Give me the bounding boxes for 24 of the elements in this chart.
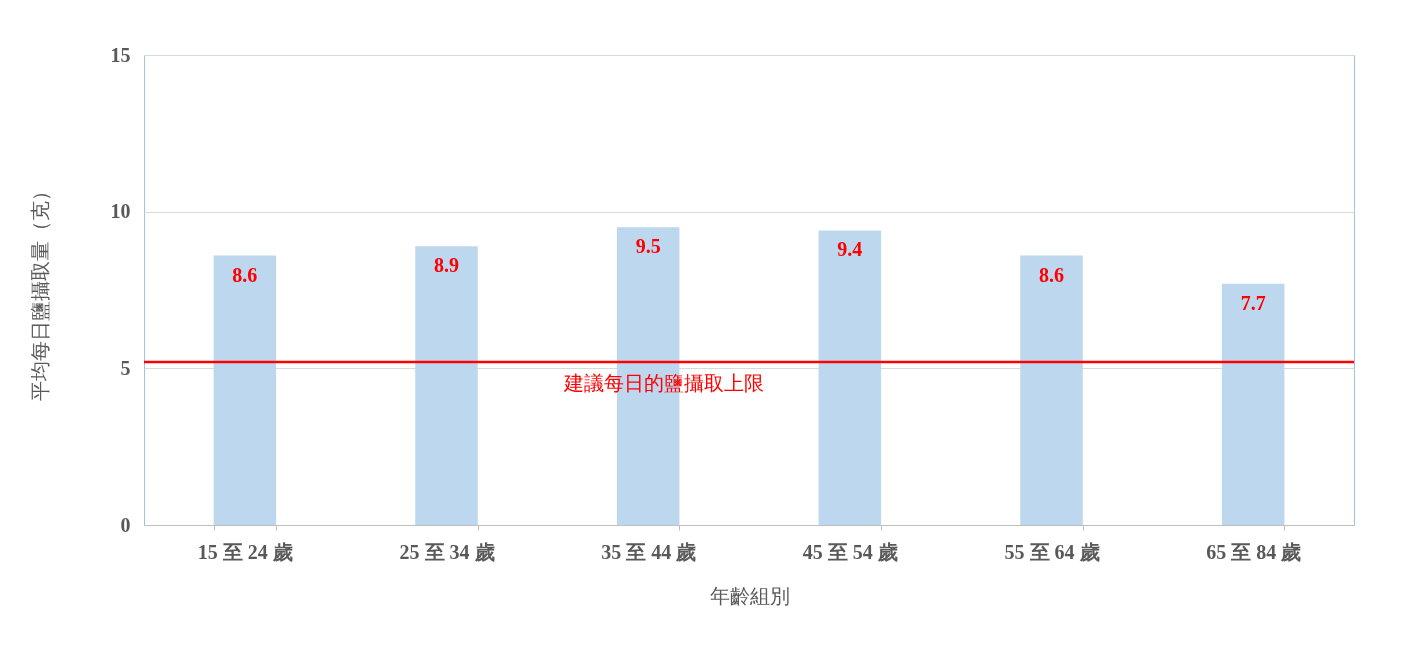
data-label: 9.5 [635,235,661,258]
y-tick-label: 10 [110,200,131,223]
x-tick-label: 15 至 24 歲 [197,540,293,563]
bar [213,255,277,525]
y-tick-label: 5 [120,356,131,379]
bar [415,246,478,525]
bar [1221,283,1285,525]
x-tick-label: 55 至 64 歲 [1004,540,1100,563]
y-tick-label: 0 [120,513,131,536]
ref-line-label: 建議每日的鹽攝取上限 [563,371,764,396]
data-label: 8.6 [1039,263,1064,286]
x-tick-label: 45 至 54 歲 [802,540,898,563]
data-label: 8.9 [434,254,459,277]
x-tick-label: 65 至 84 歲 [1206,540,1302,563]
x-tick-label: 35 至 44 歲 [601,540,697,563]
data-label: 8.6 [232,263,258,286]
bar [818,230,882,525]
x-tick-label: 25 至 34 歲 [399,540,495,563]
data-label: 7.7 [1240,291,1266,314]
y-tick-label: 15 [110,43,131,66]
y-axis-title: 平均每日鹽攝取量（克） [27,180,52,401]
bar [1020,255,1083,525]
data-label: 9.4 [837,238,863,261]
x-axis-title: 年齡組別 [709,583,790,608]
